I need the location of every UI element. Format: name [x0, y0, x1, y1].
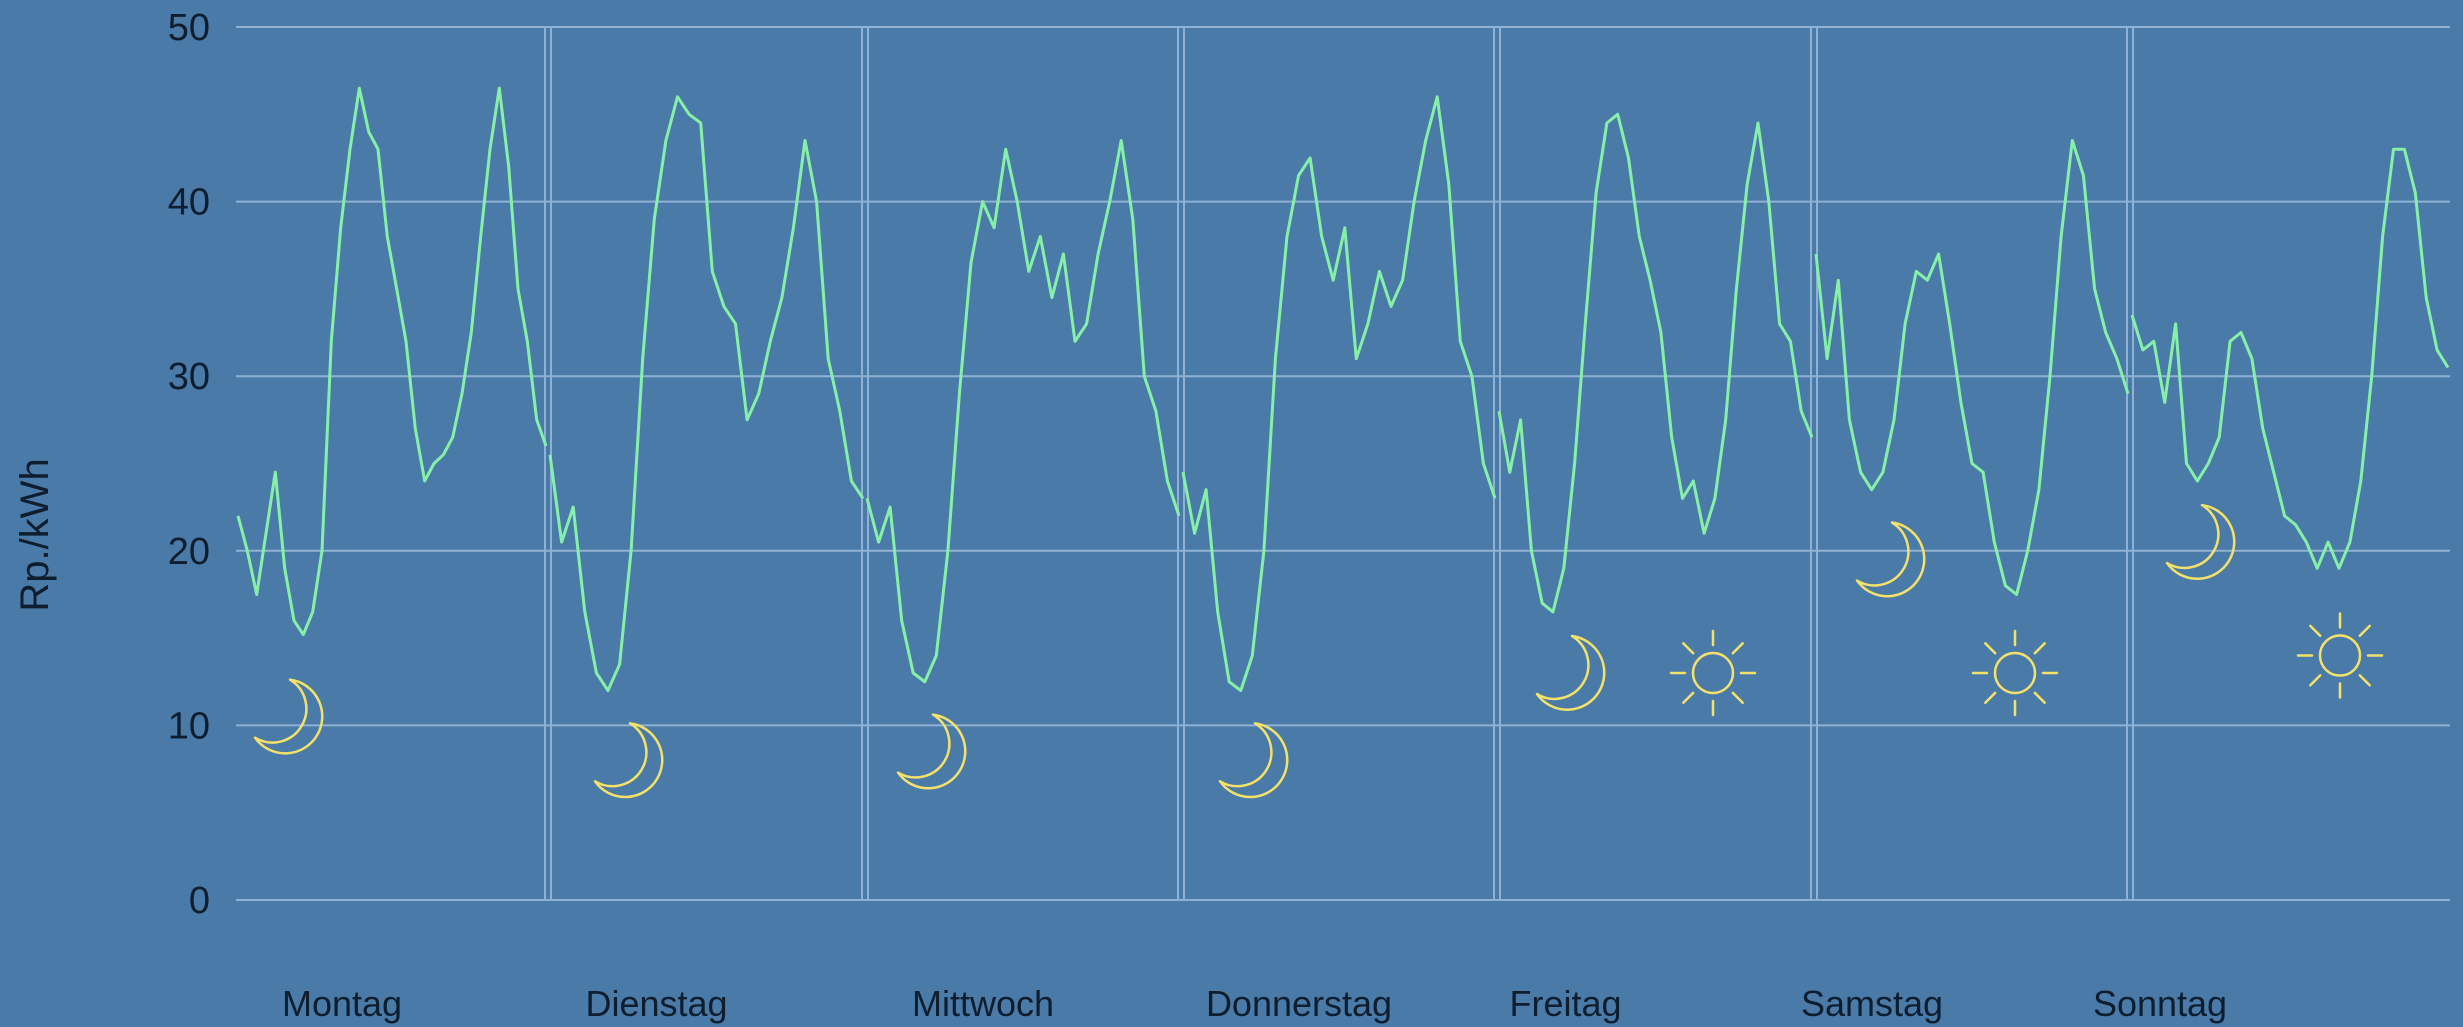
- x-tick-label: Donnerstag: [1206, 983, 1392, 1024]
- x-tick-label: Dienstag: [585, 983, 727, 1024]
- y-tick-label: 10: [168, 705, 210, 747]
- price-line-Samstag: [1814, 139, 2130, 596]
- moon-icon: [896, 713, 967, 790]
- sun-icon: [1669, 629, 1757, 717]
- x-tick-label: Mittwoch: [912, 983, 1054, 1024]
- moon-icon: [1535, 634, 1606, 711]
- y-tick-label: 40: [168, 182, 210, 224]
- gridlines: [236, 26, 2450, 901]
- moon-icon: [253, 678, 324, 755]
- x-axis: Montag Dienstag Mittwoch Donnerstag Freitag S…: [282, 983, 2227, 1024]
- price-line-Freitag: [1497, 112, 1814, 614]
- sun-icon: [1971, 629, 2059, 717]
- price-line-Sonntag: [2130, 147, 2450, 570]
- sun-icon: [2296, 612, 2384, 699]
- moon-icon: [1218, 722, 1289, 799]
- price-line-Dienstag: [548, 95, 865, 692]
- price-line-Mittwoch: [865, 139, 1181, 684]
- y-tick-label: 30: [168, 356, 210, 398]
- moon-icon: [2165, 503, 2236, 581]
- x-tick-label: Samstag: [1801, 983, 1943, 1024]
- y-tick-label: 0: [189, 880, 210, 922]
- x-tick-label: Freitag: [1509, 983, 1621, 1024]
- y-axis: 0 10 20 30 40 50: [168, 7, 210, 922]
- x-tick-label: Sonntag: [2093, 983, 2227, 1024]
- moon-icon: [1855, 521, 1926, 598]
- x-tick-label: Montag: [282, 983, 402, 1024]
- y-tick-label: 50: [168, 7, 210, 49]
- series-lines: [236, 86, 2450, 692]
- day-icons: [253, 503, 2384, 799]
- y-axis-title: Rp./kWh: [13, 458, 57, 611]
- price-line-Donnerstag: [1181, 95, 1497, 692]
- day-separators: [544, 27, 2134, 900]
- y-tick-label: 20: [168, 531, 210, 573]
- price-line-Montag: [236, 86, 548, 637]
- moon-icon: [593, 722, 664, 799]
